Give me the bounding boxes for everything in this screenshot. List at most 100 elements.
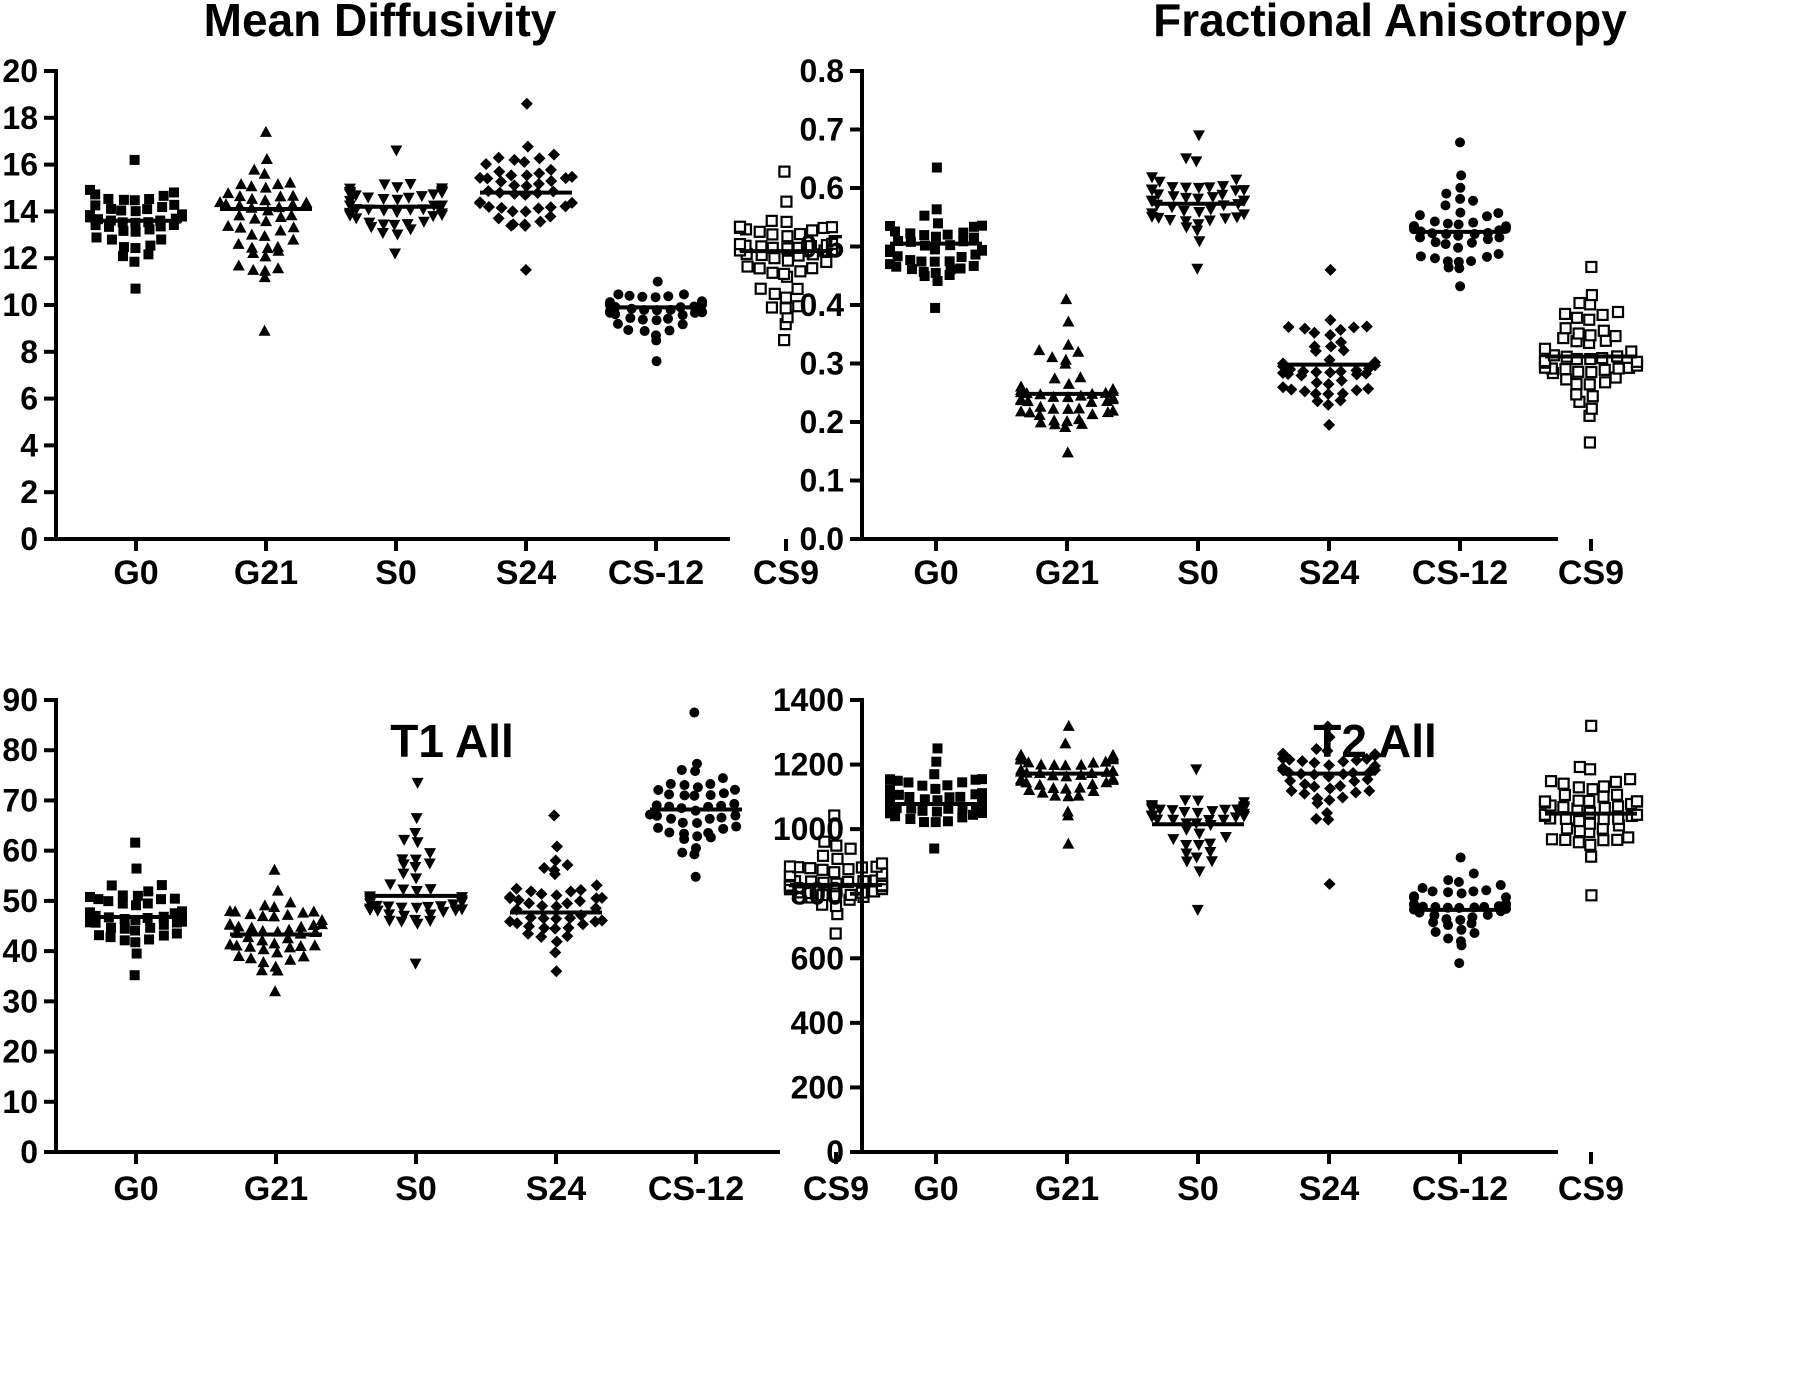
data-point [156,234,167,245]
data-point [1323,794,1336,807]
data-point [651,356,662,367]
data-point [1323,731,1336,744]
data-point [144,194,155,205]
data-point [1324,313,1337,326]
data-point [409,828,422,840]
data-point [1216,189,1229,201]
data-point [106,880,117,891]
data-point [519,205,532,218]
x-tick-label: CS9 [1558,554,1624,592]
data-point [281,908,294,920]
data-point [637,314,648,325]
data-point [396,854,409,866]
data-point [390,145,403,157]
data-point [842,863,855,876]
data-point [286,198,299,210]
data-point [932,743,943,754]
data-point [1015,393,1027,405]
data-point [1466,237,1477,248]
data-point [1323,878,1336,891]
data-point [242,931,255,943]
x-tick-label: CS-12 [608,554,704,592]
data-point [1583,313,1596,326]
data-point [1310,366,1323,379]
data-point [1219,831,1232,843]
data-point [1060,293,1073,305]
data-point [885,220,895,231]
data-point [261,242,274,254]
data-point [232,949,245,961]
data-point [235,178,248,190]
data-point [623,324,634,335]
data-point [224,905,236,917]
data-point [717,773,728,784]
data-point [1107,382,1119,394]
data-point [637,291,648,302]
data-point [1558,307,1572,321]
x-tick-label: G21 [1035,554,1099,592]
y-tick-label: 1400 [773,682,844,718]
data-point [716,812,727,823]
data-point [371,905,384,917]
data-point [1309,387,1322,400]
data-point [566,170,578,183]
data-point [1335,374,1348,387]
data-point [507,218,520,231]
data-point [106,922,117,933]
data-point [830,839,843,852]
data-point [131,900,142,911]
data-point [1282,320,1295,333]
data-point [931,756,942,767]
data-point [564,912,577,925]
data-point [1033,344,1046,356]
data-point [733,237,747,251]
data-point [576,918,589,931]
data-point [1298,778,1311,791]
data-point [918,817,929,828]
data-point [222,219,235,231]
data-point [169,199,180,210]
data-point [1190,852,1203,864]
data-point [550,912,563,925]
panel-mean-diffusivity: Mean Diffusivity 0 2 4 6 8 10 12 14 16 18 20 G0 G21 S… [2,0,839,592]
data-point [129,154,140,165]
data-point [564,885,577,898]
data-point [85,915,95,926]
data-point [1347,321,1360,334]
data-point [1297,365,1310,378]
data-point [885,244,895,255]
data-point [1178,806,1191,818]
data-point [1572,794,1585,807]
data-point [1219,804,1232,816]
data-point [730,810,741,821]
data-point [804,886,817,900]
mean-lines [90,190,832,310]
data-point [1623,773,1637,786]
data-point [1559,362,1572,376]
data-point [259,125,272,137]
x-tick-label: G0 [913,1170,958,1208]
data-point [931,204,942,215]
data-point [1034,400,1047,412]
data-point [1611,305,1625,319]
data-point [259,181,272,193]
data-point [1598,801,1611,815]
data-point [130,283,141,294]
data-point [1107,404,1119,416]
data-point [424,909,437,921]
data-point [118,225,129,236]
data-point [130,937,141,948]
data-point [1298,322,1311,335]
data-point [287,233,300,245]
data-point [1455,936,1466,947]
data-point [1062,719,1075,731]
data-point [1284,774,1297,787]
data-point [664,325,675,336]
data-point [256,934,269,946]
data-point [391,229,404,241]
data-point [1572,781,1585,794]
data-point [705,790,716,801]
y-tick-label: 0.7 [800,112,844,148]
data-point [90,200,101,211]
data-point [885,784,895,795]
